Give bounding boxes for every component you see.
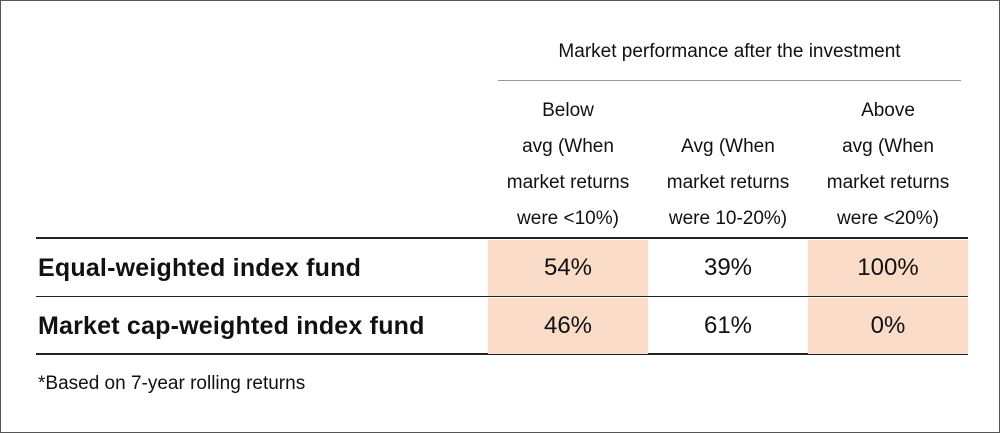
header-line: market returns [666, 172, 790, 193]
cell: 100% [808, 240, 968, 296]
cell: 61% [703, 312, 753, 339]
cell: 46% [488, 298, 648, 354]
header-line: were 10-20%) [668, 208, 788, 229]
header-line: were <10%) [517, 208, 619, 229]
header-line: Avg (When [681, 136, 775, 157]
group-rule [498, 80, 961, 81]
header-line: were <20%) [837, 208, 939, 229]
header-line: avg (When [842, 136, 934, 157]
footnote: *Based on 7-year rolling returns [38, 373, 306, 394]
column-header: Below avg (When market returns were <10%) [488, 91, 648, 237]
header-line: market returns [506, 172, 630, 193]
row-label: Market cap-weighted index fund [38, 311, 425, 340]
row-rule [36, 296, 968, 297]
header-rule [36, 237, 968, 239]
cell: 54% [488, 240, 648, 296]
header-line: Below [542, 100, 594, 121]
column-header: Avg (When market returns were 10-20%) [648, 91, 808, 237]
group-title: Market performance after the investment [558, 41, 901, 62]
header-line: market returns [826, 172, 950, 193]
header-line: Above [861, 100, 915, 121]
row-label: Equal-weighted index fund [38, 253, 362, 282]
cell: 0% [808, 298, 968, 354]
column-header: Above avg (When market returns were <20%) [808, 91, 968, 237]
cell: 39% [703, 254, 753, 281]
header-line: avg (When [522, 136, 614, 157]
bottom-rule [36, 353, 968, 355]
